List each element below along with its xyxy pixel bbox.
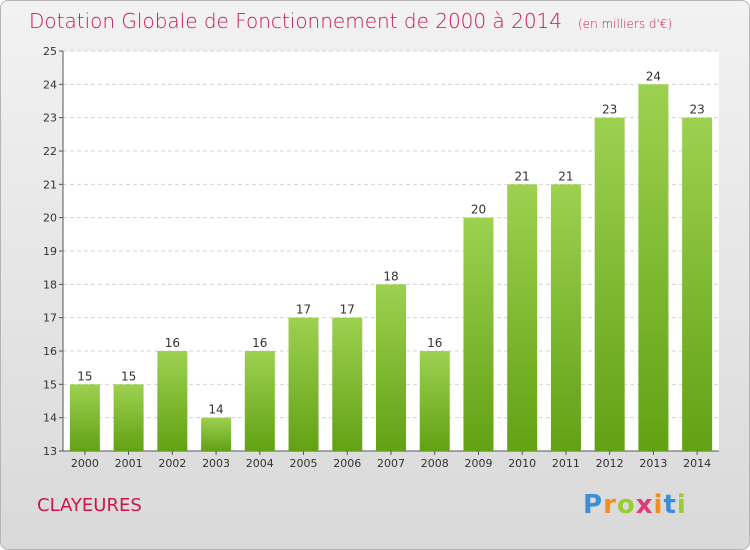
y-tick-label: 18 — [43, 278, 57, 291]
data-label: 17 — [340, 303, 355, 317]
bar — [157, 351, 188, 451]
data-label: 15 — [121, 369, 136, 383]
x-tick-label: 2014 — [683, 457, 711, 470]
x-tick-label: 2007 — [377, 457, 405, 470]
logo-letter: i — [653, 490, 664, 520]
location-label: CLAYEURES — [37, 495, 142, 516]
bar — [638, 84, 669, 451]
bar — [244, 351, 275, 451]
y-tick-label: 15 — [43, 378, 57, 391]
data-label: 14 — [208, 403, 223, 417]
title-text: Dotation Globale de Fonctionnement de 20… — [29, 9, 562, 33]
logo-letter: x — [635, 490, 654, 520]
chart-title: Dotation Globale de Fonctionnement de 20… — [29, 9, 672, 33]
bar — [113, 384, 144, 451]
logo-letter: P — [583, 490, 604, 520]
bar — [69, 384, 100, 451]
bar — [419, 351, 450, 451]
y-tick-label: 16 — [43, 345, 57, 358]
y-tick-label: 17 — [43, 312, 57, 325]
x-tick-label: 2010 — [508, 457, 536, 470]
bar — [201, 417, 232, 451]
y-tick-label: 13 — [43, 445, 57, 458]
x-tick-label: 2008 — [421, 457, 449, 470]
bar — [332, 317, 363, 451]
x-tick-label: 2003 — [202, 457, 230, 470]
proxiti-logo[interactable]: Proxiti — [583, 490, 687, 520]
axes: 13 14 15 16 17 18 19 20 21 22 23 24 25 2000 2001 2002 20… — [43, 45, 719, 470]
x-tick-label: 2006 — [333, 457, 361, 470]
data-label: 17 — [296, 303, 311, 317]
y-tick-label: 23 — [43, 112, 57, 125]
bar — [594, 117, 625, 452]
bar — [507, 184, 538, 452]
bars — [69, 84, 713, 452]
data-label: 21 — [515, 169, 530, 183]
x-tick-label: 2002 — [158, 457, 186, 470]
title-unit: (en milliers d'€) — [578, 17, 673, 31]
x-tick-label: 2011 — [552, 457, 580, 470]
x-tick-label: 2012 — [596, 457, 624, 470]
bar — [550, 184, 581, 452]
data-label: 23 — [689, 103, 704, 117]
x-tick-label: 2009 — [464, 457, 492, 470]
y-tick-label: 22 — [43, 145, 57, 158]
bar — [682, 117, 713, 452]
data-labels: 15 15 16 14 16 17 17 18 16 20 21 21 23 24 23 — [77, 69, 705, 416]
x-tick-label: 2013 — [639, 457, 667, 470]
data-label: 15 — [77, 369, 92, 383]
logo-letter: t — [663, 490, 677, 520]
data-label: 16 — [165, 336, 180, 350]
logo-letter: r — [603, 490, 617, 520]
bar — [376, 284, 406, 451]
y-tick-label: 21 — [43, 178, 57, 191]
data-label: 16 — [427, 336, 442, 350]
data-label: 24 — [646, 69, 661, 83]
y-tick-label: 25 — [43, 45, 57, 58]
y-tick-label: 20 — [43, 212, 57, 225]
bar — [288, 317, 319, 451]
data-label: 23 — [602, 103, 617, 117]
y-tick-label: 24 — [43, 78, 57, 91]
data-label: 18 — [383, 269, 398, 283]
x-tick-label: 2004 — [246, 457, 274, 470]
logo-letter: o — [616, 490, 636, 520]
x-tick-label: 2005 — [290, 457, 318, 470]
x-tick-label: 2000 — [71, 457, 99, 470]
data-label: 20 — [471, 203, 486, 217]
y-tick-label: 19 — [43, 245, 57, 258]
data-label: 21 — [558, 169, 573, 183]
x-tick-label: 2001 — [115, 457, 143, 470]
bar — [463, 217, 494, 451]
data-label: 16 — [252, 336, 267, 350]
y-tick-label: 14 — [43, 412, 57, 425]
logo-letter: i — [676, 490, 687, 520]
